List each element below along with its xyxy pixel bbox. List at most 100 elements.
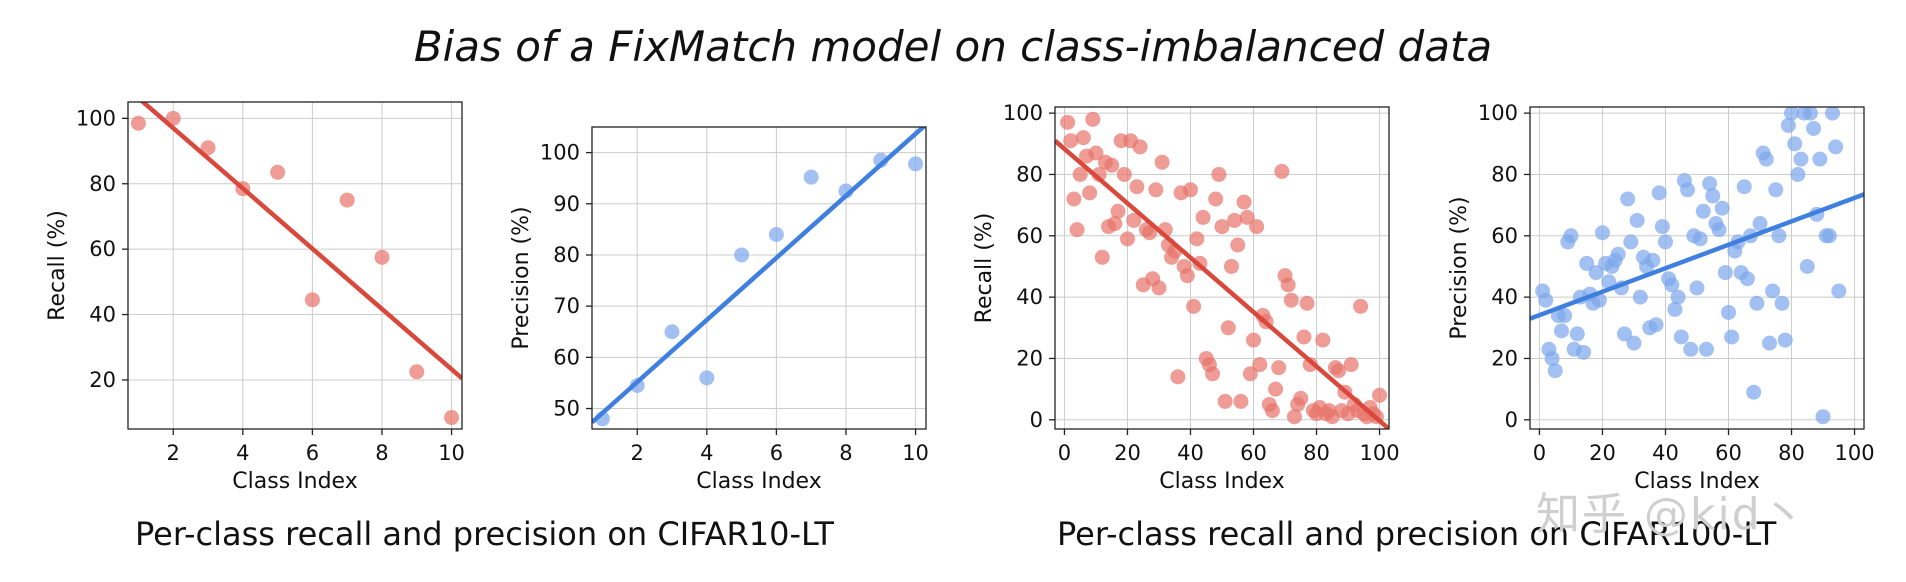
x-tick-label: 10 <box>902 441 929 465</box>
data-point <box>1780 117 1796 133</box>
data-point <box>1154 154 1170 170</box>
data-point <box>1110 203 1126 219</box>
data-point <box>908 156 924 172</box>
data-point <box>1749 295 1765 311</box>
data-point <box>1683 341 1699 357</box>
fit-line <box>592 127 926 425</box>
x-axis-label: Class Index <box>1159 469 1284 494</box>
data-point <box>1538 292 1554 308</box>
data-point <box>1758 151 1774 167</box>
data-point <box>1107 216 1123 232</box>
y-tick-label: 40 <box>89 303 116 327</box>
x-tick-label: 0 <box>1533 441 1546 465</box>
fit-line <box>1530 192 1864 321</box>
data-point <box>1771 228 1787 244</box>
data-point <box>1739 271 1755 287</box>
data-point <box>1148 182 1164 198</box>
data-point <box>1069 222 1085 238</box>
y-tick-label: 100 <box>76 106 116 130</box>
plot-frame <box>1529 106 1865 430</box>
data-point <box>1657 234 1673 250</box>
data-point <box>1724 329 1740 345</box>
data-point <box>1236 194 1252 210</box>
data-point <box>1547 363 1563 379</box>
x-tick-label: 6 <box>306 441 319 465</box>
y-tick-label: 90 <box>553 192 580 216</box>
data-point <box>1132 139 1148 155</box>
data-point <box>1670 289 1686 305</box>
y-tick-label: 20 <box>89 368 116 392</box>
data-point <box>1594 225 1610 241</box>
data-point <box>339 192 355 208</box>
data-point <box>200 140 216 156</box>
x-tick-label: 2 <box>631 441 644 465</box>
caption-cifar100: Per-class recall and precision on CIFAR1… <box>1057 515 1777 553</box>
fit-line <box>139 102 462 381</box>
data-point <box>1768 182 1784 198</box>
y-tick-label: 20 <box>1491 346 1518 370</box>
data-point <box>1717 265 1733 281</box>
data-point <box>1736 179 1752 195</box>
data-point <box>1632 289 1648 305</box>
data-point <box>1170 369 1186 385</box>
y-tick-label: 100 <box>540 141 580 165</box>
x-axis-label: Class Index <box>232 469 357 494</box>
data-point <box>1280 277 1296 293</box>
data-point <box>1268 381 1284 397</box>
data-point <box>130 115 146 131</box>
data-point <box>1698 341 1714 357</box>
x-tick-label: 60 <box>1715 441 1742 465</box>
y-tick-label: 20 <box>1016 346 1043 370</box>
fit-line <box>1055 139 1389 429</box>
data-point <box>1063 133 1079 149</box>
data-point <box>1233 393 1249 409</box>
data-point <box>1620 191 1636 207</box>
data-point <box>1230 237 1246 253</box>
y-tick-label: 60 <box>553 345 580 369</box>
data-point <box>1777 332 1793 348</box>
x-tick-label: 0 <box>1058 441 1071 465</box>
data-point <box>1774 295 1790 311</box>
data-point <box>1765 283 1781 299</box>
data-point <box>1721 304 1737 320</box>
data-point <box>1812 151 1828 167</box>
data-point <box>1828 139 1844 155</box>
data-point <box>1802 107 1818 121</box>
data-point <box>374 249 390 265</box>
data-point <box>1610 246 1626 262</box>
data-point <box>1714 200 1730 216</box>
data-point <box>1151 280 1167 296</box>
chart-cifar10-precision: 2 4 6 8 10 50 60 70 80 90 100 Class Index Precision … <box>509 126 929 494</box>
y-tick-label: 80 <box>1491 162 1518 186</box>
x-tick-label: 80 <box>1303 441 1330 465</box>
plot-frame <box>591 126 927 430</box>
data-point <box>1315 332 1331 348</box>
data-point <box>1293 390 1309 406</box>
data-point <box>1116 166 1132 182</box>
x-axis-label: Class Index <box>1634 469 1759 494</box>
data-point <box>1249 219 1265 235</box>
data-point <box>1223 258 1239 274</box>
y-tick-label: 40 <box>1491 285 1518 309</box>
data-point <box>1104 157 1120 173</box>
y-tick-label: 0 <box>1505 408 1518 432</box>
data-point <box>1088 145 1104 161</box>
y-axis-label: Precision (%) <box>509 206 534 349</box>
data-point <box>1189 231 1205 247</box>
x-tick-label: 20 <box>1114 441 1141 465</box>
data-point <box>1296 329 1312 345</box>
data-point <box>1645 252 1661 268</box>
data-point <box>1271 360 1287 376</box>
data-point <box>1702 176 1718 192</box>
y-axis-label: Recall (%) <box>972 213 997 324</box>
data-point <box>1648 317 1664 333</box>
data-point <box>1623 234 1639 250</box>
data-point <box>1252 357 1268 373</box>
y-axis-label: Recall (%) <box>45 210 70 321</box>
data-point <box>629 377 645 393</box>
y-tick-label: 80 <box>1016 162 1043 186</box>
y-tick-label: 100 <box>1478 101 1518 125</box>
x-tick-label: 40 <box>1652 441 1679 465</box>
x-tick-label: 8 <box>839 441 852 465</box>
data-point <box>1214 219 1230 235</box>
